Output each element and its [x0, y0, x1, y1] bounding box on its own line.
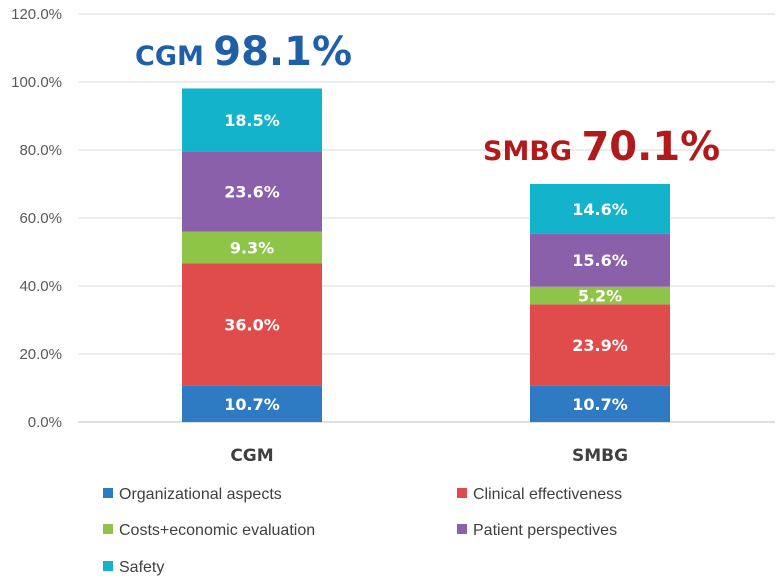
legend-swatch [103, 488, 113, 498]
legend-label: Clinical effectiveness [473, 486, 622, 503]
data-label: 18.5% [224, 111, 280, 130]
y-tick-label: 60.0% [19, 210, 62, 227]
bar-segment [182, 88, 322, 152]
data-label: 5.2% [578, 287, 622, 306]
legend-label: Safety [119, 559, 164, 576]
legend-label: Patient perspectives [473, 522, 617, 539]
bar-segment [182, 263, 322, 386]
legend-label: Organizational aspects [119, 486, 282, 503]
legend-item: Costs+economic evaluation [103, 522, 315, 539]
data-label: 14.6% [572, 200, 628, 219]
y-tick-label: 20.0% [19, 346, 62, 363]
x-tick-label: SMBG [572, 446, 628, 466]
legend: Organizational aspects Clinical effective… [103, 486, 622, 576]
data-label: 9.3% [230, 238, 274, 257]
data-label: 10.7% [224, 395, 280, 414]
legend-item: Patient perspectives [457, 522, 617, 539]
legend-label: Costs+economic evaluation [119, 522, 315, 539]
bar-segment [530, 233, 670, 287]
legend-item: Clinical effectiveness [457, 486, 622, 503]
legend-swatch [457, 524, 467, 534]
data-label: 23.6% [224, 182, 280, 201]
total-category: SMBG [483, 136, 581, 167]
total-value: 70.1% [581, 124, 720, 170]
y-tick-label: 0.0% [28, 414, 62, 431]
bar-stack-smbg: 10.7% 23.9% 5.2% 15.6% 14.6% [530, 184, 670, 422]
bar-segment [530, 286, 670, 305]
total-value: 98.1% [213, 29, 352, 75]
x-axis: CGM SMBG [230, 446, 628, 466]
y-tick-label: 40.0% [19, 278, 62, 295]
legend-swatch [103, 524, 113, 534]
legend-swatch [457, 488, 467, 498]
y-axis: 0.0% 20.0% 40.0% 60.0% 80.0% 100.0% 120.0% [11, 6, 62, 431]
legend-swatch [103, 561, 113, 571]
bar-segment [530, 385, 670, 422]
total-annotation: CGM 98.1% [135, 29, 352, 75]
y-tick-label: 80.0% [19, 142, 62, 159]
bar-segment [530, 184, 670, 234]
legend-item: Safety [103, 559, 164, 576]
total-labels: CGM 98.1% SMBG 70.1% [135, 29, 720, 170]
total-annotation: SMBG 70.1% [483, 124, 720, 170]
total-category: CGM [135, 41, 213, 72]
data-label: 15.6% [572, 251, 628, 270]
legend-item: Organizational aspects [103, 486, 282, 503]
bars: 10.7% 36.0% 9.3% 23.6% 18.5% 10.7% 23.9% 5.2% 15… [182, 88, 670, 422]
data-label: 36.0% [224, 315, 280, 334]
x-tick-label: CGM [230, 446, 273, 466]
bar-stack-cgm: 10.7% 36.0% 9.3% 23.6% 18.5% [182, 88, 322, 422]
bar-segment [530, 304, 670, 386]
y-tick-label: 120.0% [11, 6, 62, 23]
bar-segment [182, 231, 322, 264]
data-label: 10.7% [572, 395, 628, 414]
bar-segment [182, 385, 322, 422]
y-tick-label: 100.0% [11, 74, 62, 91]
data-label: 23.9% [572, 336, 628, 355]
bar-segment [182, 151, 322, 232]
